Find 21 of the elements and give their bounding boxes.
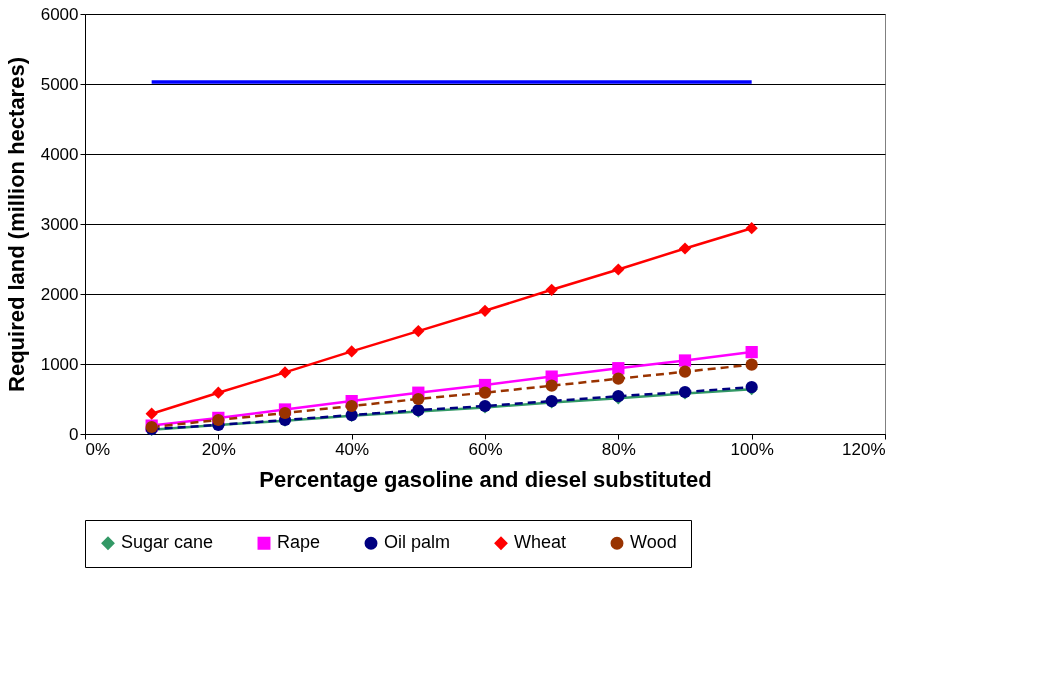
legend-label: Rape: [277, 532, 321, 553]
y-tick-label: 5000: [40, 74, 79, 94]
y-tick-label: 0: [69, 424, 79, 444]
x-axis-title: Percentage gasoline and diesel substituted: [259, 466, 712, 492]
x-tick-label: 40%: [335, 439, 370, 459]
legend-label: Sugar cane: [121, 532, 214, 553]
legend-label: Oil palm: [384, 532, 451, 553]
y-axis-title: Required land (million hectares): [3, 57, 29, 392]
y-tick-label: 3000: [40, 214, 79, 234]
y-tick-label: 2000: [40, 284, 79, 304]
x-tick-label: 0%: [85, 439, 111, 459]
x-tick-label: 80%: [601, 439, 636, 459]
legend-label: Wheat: [514, 532, 567, 553]
y-tick-label: 6000: [40, 4, 79, 24]
x-tick-label: 60%: [468, 439, 503, 459]
x-tick-label: 20%: [201, 439, 236, 459]
y-tick-label: 4000: [40, 144, 79, 164]
legend-label: Wood: [630, 532, 677, 553]
x-tick-label: 120%: [842, 439, 886, 459]
y-tick-label: 1000: [40, 354, 79, 374]
x-tick-label: 100%: [730, 439, 774, 459]
